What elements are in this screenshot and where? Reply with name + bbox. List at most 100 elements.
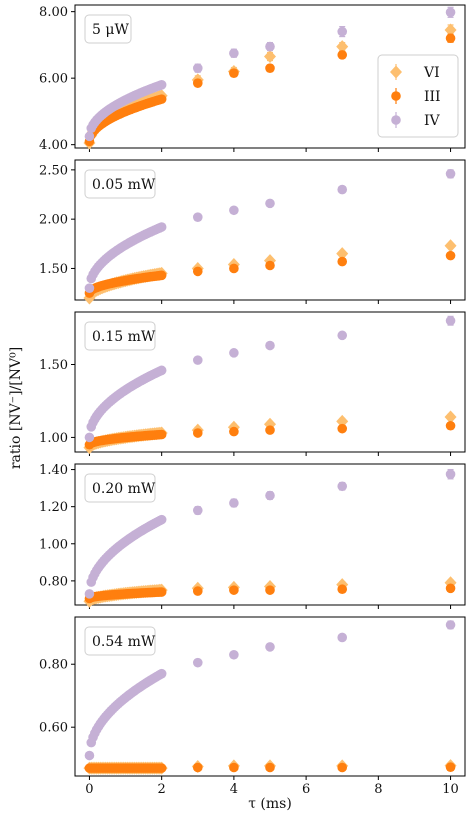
y-tick-label: 0.80	[39, 574, 68, 589]
marker-circle	[156, 270, 167, 281]
power-label-box	[84, 473, 156, 503]
power-label-box	[84, 14, 132, 44]
marker-circle	[156, 222, 167, 232]
plot-frame	[74, 159, 466, 301]
marker-circle	[84, 131, 95, 142]
marker-circle	[192, 428, 203, 438]
plot-frame	[74, 463, 466, 606]
y-tick-label: 1.50	[39, 358, 68, 373]
marker-circle	[192, 266, 203, 277]
marker-circle	[265, 762, 275, 773]
marker-circle	[445, 620, 456, 630]
marker-circle	[192, 355, 203, 365]
marker-circle	[156, 763, 167, 773]
marker-circle	[156, 514, 167, 525]
marker-circle	[156, 587, 167, 597]
marker-circle	[192, 586, 203, 596]
marker-diamond	[444, 410, 457, 424]
x-tick-label: 8	[374, 782, 382, 797]
legend-label: IV	[424, 113, 441, 129]
y-tick-label: 1.20	[39, 500, 68, 515]
marker-diamond	[444, 239, 457, 253]
legend-label: III	[424, 89, 441, 105]
plot-frame	[74, 311, 466, 453]
marker-circle	[265, 490, 275, 501]
y-tick-label: 0.60	[39, 721, 68, 736]
marker-circle	[192, 78, 203, 88]
marker-circle	[265, 63, 275, 73]
marker-circle	[229, 585, 239, 595]
legend-box	[377, 54, 459, 138]
power-label-box	[84, 321, 156, 351]
x-tick-label: 0	[85, 782, 93, 797]
marker-circle	[445, 762, 456, 772]
marker-circle	[337, 584, 348, 595]
y-tick-label: 1.50	[39, 262, 68, 277]
series-VI	[83, 239, 457, 305]
y-tick-label: 1.40	[39, 463, 68, 478]
marker-circle	[265, 260, 275, 271]
power-label: 0.15 mW	[92, 329, 156, 345]
marker-circle	[337, 256, 348, 267]
y-tick-label: 0.80	[39, 658, 68, 673]
marker-circle	[229, 762, 239, 773]
marker-circle	[229, 426, 239, 437]
series-IV	[84, 620, 456, 761]
marker-circle	[229, 649, 239, 660]
marker-circle	[265, 198, 275, 209]
series-IV	[84, 169, 456, 293]
panel-3: 1.00 1.50 0.15 mW	[39, 311, 466, 456]
marker-circle	[337, 330, 348, 341]
y-axis-title: ratio [NV⁻]/[NV⁰]	[8, 347, 24, 469]
legend-marker	[390, 65, 402, 79]
series-IV	[84, 468, 456, 599]
plot-frame	[74, 4, 466, 149]
marker-circle	[337, 26, 348, 37]
marker-circle	[445, 7, 456, 18]
marker-circle	[337, 762, 348, 773]
marker-circle	[337, 481, 348, 492]
y-tick-label: 2.50	[39, 163, 68, 178]
x-tick-label: 2	[158, 782, 166, 797]
x-tick-label: 10	[442, 782, 459, 797]
x-tick-label: 6	[302, 782, 310, 797]
panel-4: 0.80 1.00 1.20 1.40 0.20 mW	[39, 463, 466, 609]
marker-circle	[445, 315, 456, 326]
marker-circle	[192, 505, 203, 516]
marker-circle	[229, 348, 239, 358]
panel-1: 4.00 6.00 8.00 5 μW VI III IV	[39, 4, 466, 153]
marker-circle	[265, 642, 275, 652]
y-tick-label: 8.00	[39, 5, 68, 20]
marker-diamond	[444, 23, 457, 37]
legend-marker	[391, 91, 401, 101]
marker-circle	[445, 420, 456, 431]
marker-circle	[192, 657, 203, 668]
marker-diamond	[336, 247, 349, 261]
marker-circle	[337, 50, 348, 60]
marker-circle	[156, 429, 167, 440]
marker-circle	[84, 432, 95, 443]
series-IV	[84, 315, 456, 443]
marker-diamond	[264, 50, 276, 64]
y-tick-label: 2.00	[39, 213, 68, 228]
marker-circle	[337, 184, 348, 195]
marker-diamond	[336, 414, 349, 428]
marker-circle	[156, 365, 167, 376]
series-III	[84, 420, 456, 450]
marker-circle	[265, 41, 275, 52]
series-III	[84, 250, 456, 298]
power-label: 0.05 mW	[92, 177, 156, 193]
power-label: 0.20 mW	[92, 481, 156, 497]
power-label-box	[84, 626, 156, 656]
y-tick-label: 6.00	[39, 72, 68, 87]
legend-marker	[391, 115, 401, 125]
marker-circle	[84, 283, 95, 293]
y-tick-label: 4.00	[39, 138, 68, 153]
marker-circle	[156, 80, 167, 90]
legend-label: VI	[423, 65, 440, 81]
marker-circle	[265, 425, 275, 435]
marker-circle	[84, 750, 95, 761]
marker-circle	[265, 585, 275, 595]
x-tick-label: 4	[230, 782, 238, 797]
